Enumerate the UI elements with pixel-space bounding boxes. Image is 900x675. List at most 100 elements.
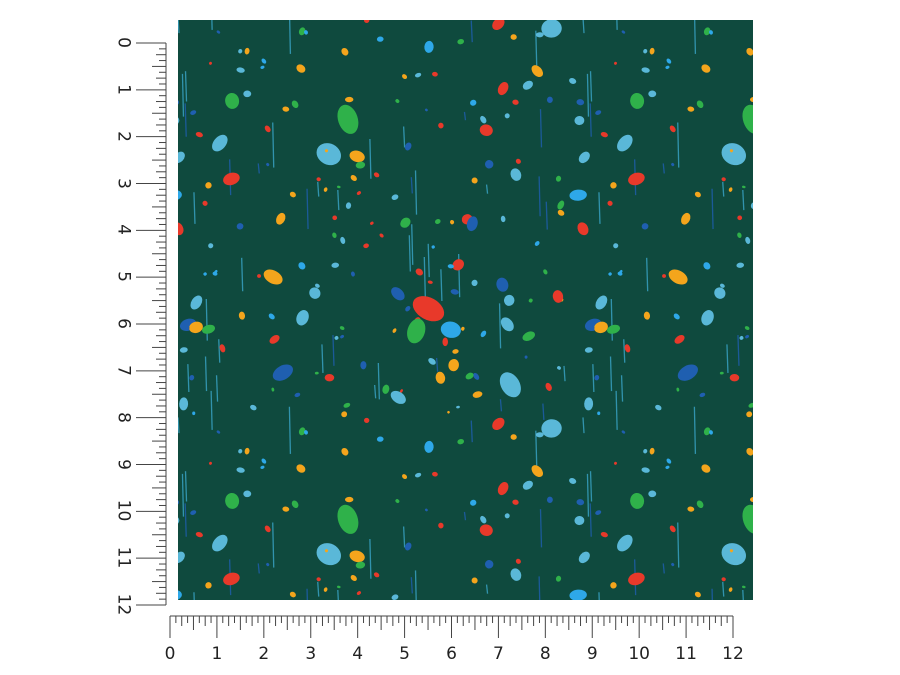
paint-splatter — [291, 500, 299, 509]
paint-splatter — [503, 294, 515, 306]
paint-splatter — [438, 522, 444, 529]
paint-splatter — [669, 125, 676, 133]
paint-splatter — [510, 568, 522, 581]
paint-streak — [463, 511, 467, 521]
paint-splatter — [395, 99, 400, 104]
paint-splatter — [484, 560, 494, 569]
paint-splatter — [515, 558, 521, 564]
paint-splatter — [696, 100, 704, 109]
paint-streak — [427, 243, 430, 278]
paint-splatter — [648, 90, 657, 98]
paint-splatter — [205, 582, 212, 589]
paint-streak — [181, 73, 185, 117]
paint-splatter — [457, 438, 465, 445]
horizontal-ruler-label: 5 — [399, 644, 410, 664]
paint-splatter — [576, 99, 585, 106]
paint-splatter — [641, 67, 650, 73]
paint-splatter — [337, 504, 359, 534]
vertical-ruler-label: 5 — [113, 271, 134, 283]
paint-splatter — [238, 48, 243, 54]
paint-splatter — [515, 158, 521, 164]
paint-splatter — [271, 387, 275, 392]
paint-splatter — [428, 357, 436, 365]
paint-splatter — [694, 191, 701, 198]
paint-splatter — [434, 219, 441, 225]
paint-streak — [204, 356, 208, 392]
paint-splatter — [190, 510, 197, 515]
paint-splatter — [350, 574, 357, 582]
paint-streak — [582, 20, 585, 34]
horizontal-ruler-label: 7 — [492, 644, 504, 664]
paint-splatter — [741, 185, 746, 189]
paint-splatter — [709, 30, 713, 35]
paint-streak — [616, 20, 618, 30]
paint-splatter — [701, 310, 714, 326]
paint-splatter — [714, 287, 726, 299]
paint-splatter — [497, 81, 509, 96]
paint-splatter — [296, 310, 309, 326]
paint-splatter — [594, 321, 608, 334]
paint-splatter — [546, 496, 553, 504]
paint-splatter — [472, 391, 483, 398]
paint-splatter — [703, 262, 711, 270]
paint-splatter — [178, 551, 185, 564]
paint-splatter — [600, 131, 608, 138]
paint-splatter — [336, 185, 341, 189]
paint-splatter — [590, 326, 595, 330]
paint-splatter — [522, 80, 534, 90]
paint-splatter — [729, 549, 734, 553]
paint-splatter — [376, 36, 384, 42]
paint-streak — [184, 103, 187, 137]
paint-splatter — [296, 464, 306, 473]
paint-splatter — [399, 389, 403, 393]
paint-streak — [742, 189, 745, 211]
paint-splatter — [541, 419, 562, 438]
paint-splatter — [264, 125, 271, 133]
paint-splatter — [424, 40, 434, 53]
paint-streak — [485, 184, 489, 194]
paint-splatter — [465, 372, 474, 380]
paint-splatter — [345, 202, 352, 209]
paint-streak — [589, 103, 592, 137]
paint-streak — [609, 356, 613, 392]
paint-splatter — [212, 271, 218, 276]
paint-splatter — [291, 100, 299, 109]
paint-splatter — [496, 277, 509, 292]
paint-splatter — [541, 20, 562, 38]
paint-splatter — [624, 344, 631, 353]
paint-streak — [598, 592, 600, 600]
vertical-ruler-label: 6 — [113, 318, 134, 329]
paint-splatter — [405, 306, 411, 312]
paint-splatter — [343, 402, 351, 408]
paint-splatter — [641, 467, 650, 473]
paint-splatter — [225, 92, 240, 109]
paint-splatter — [614, 61, 617, 65]
paint-splatter — [545, 382, 552, 391]
paint-splatter — [316, 143, 342, 166]
paint-streak — [184, 503, 187, 537]
paint-splatter — [671, 563, 675, 567]
paint-splatter — [238, 448, 243, 454]
paint-streak — [440, 269, 443, 302]
paint-splatter — [337, 104, 359, 134]
paint-splatter — [569, 589, 587, 600]
paint-streak — [272, 122, 275, 168]
paint-splatter — [344, 96, 354, 103]
paint-streak — [317, 181, 320, 197]
paint-streak — [726, 344, 729, 373]
paint-streak — [317, 581, 320, 597]
paint-splatter — [643, 448, 648, 454]
paint-splatter — [212, 534, 228, 552]
paint-splatter — [669, 525, 676, 533]
paint-splatter — [432, 471, 438, 477]
paint-splatter — [296, 64, 306, 73]
paint-splatter — [492, 20, 505, 31]
paint-splatter — [341, 47, 349, 56]
paint-splatter — [208, 243, 214, 249]
paint-streak — [722, 181, 725, 197]
paint-splatter — [737, 215, 743, 221]
paint-splatter — [736, 262, 745, 268]
paint-splatter — [424, 440, 434, 453]
paint-streak — [463, 111, 467, 121]
paint-splatter — [479, 524, 493, 536]
